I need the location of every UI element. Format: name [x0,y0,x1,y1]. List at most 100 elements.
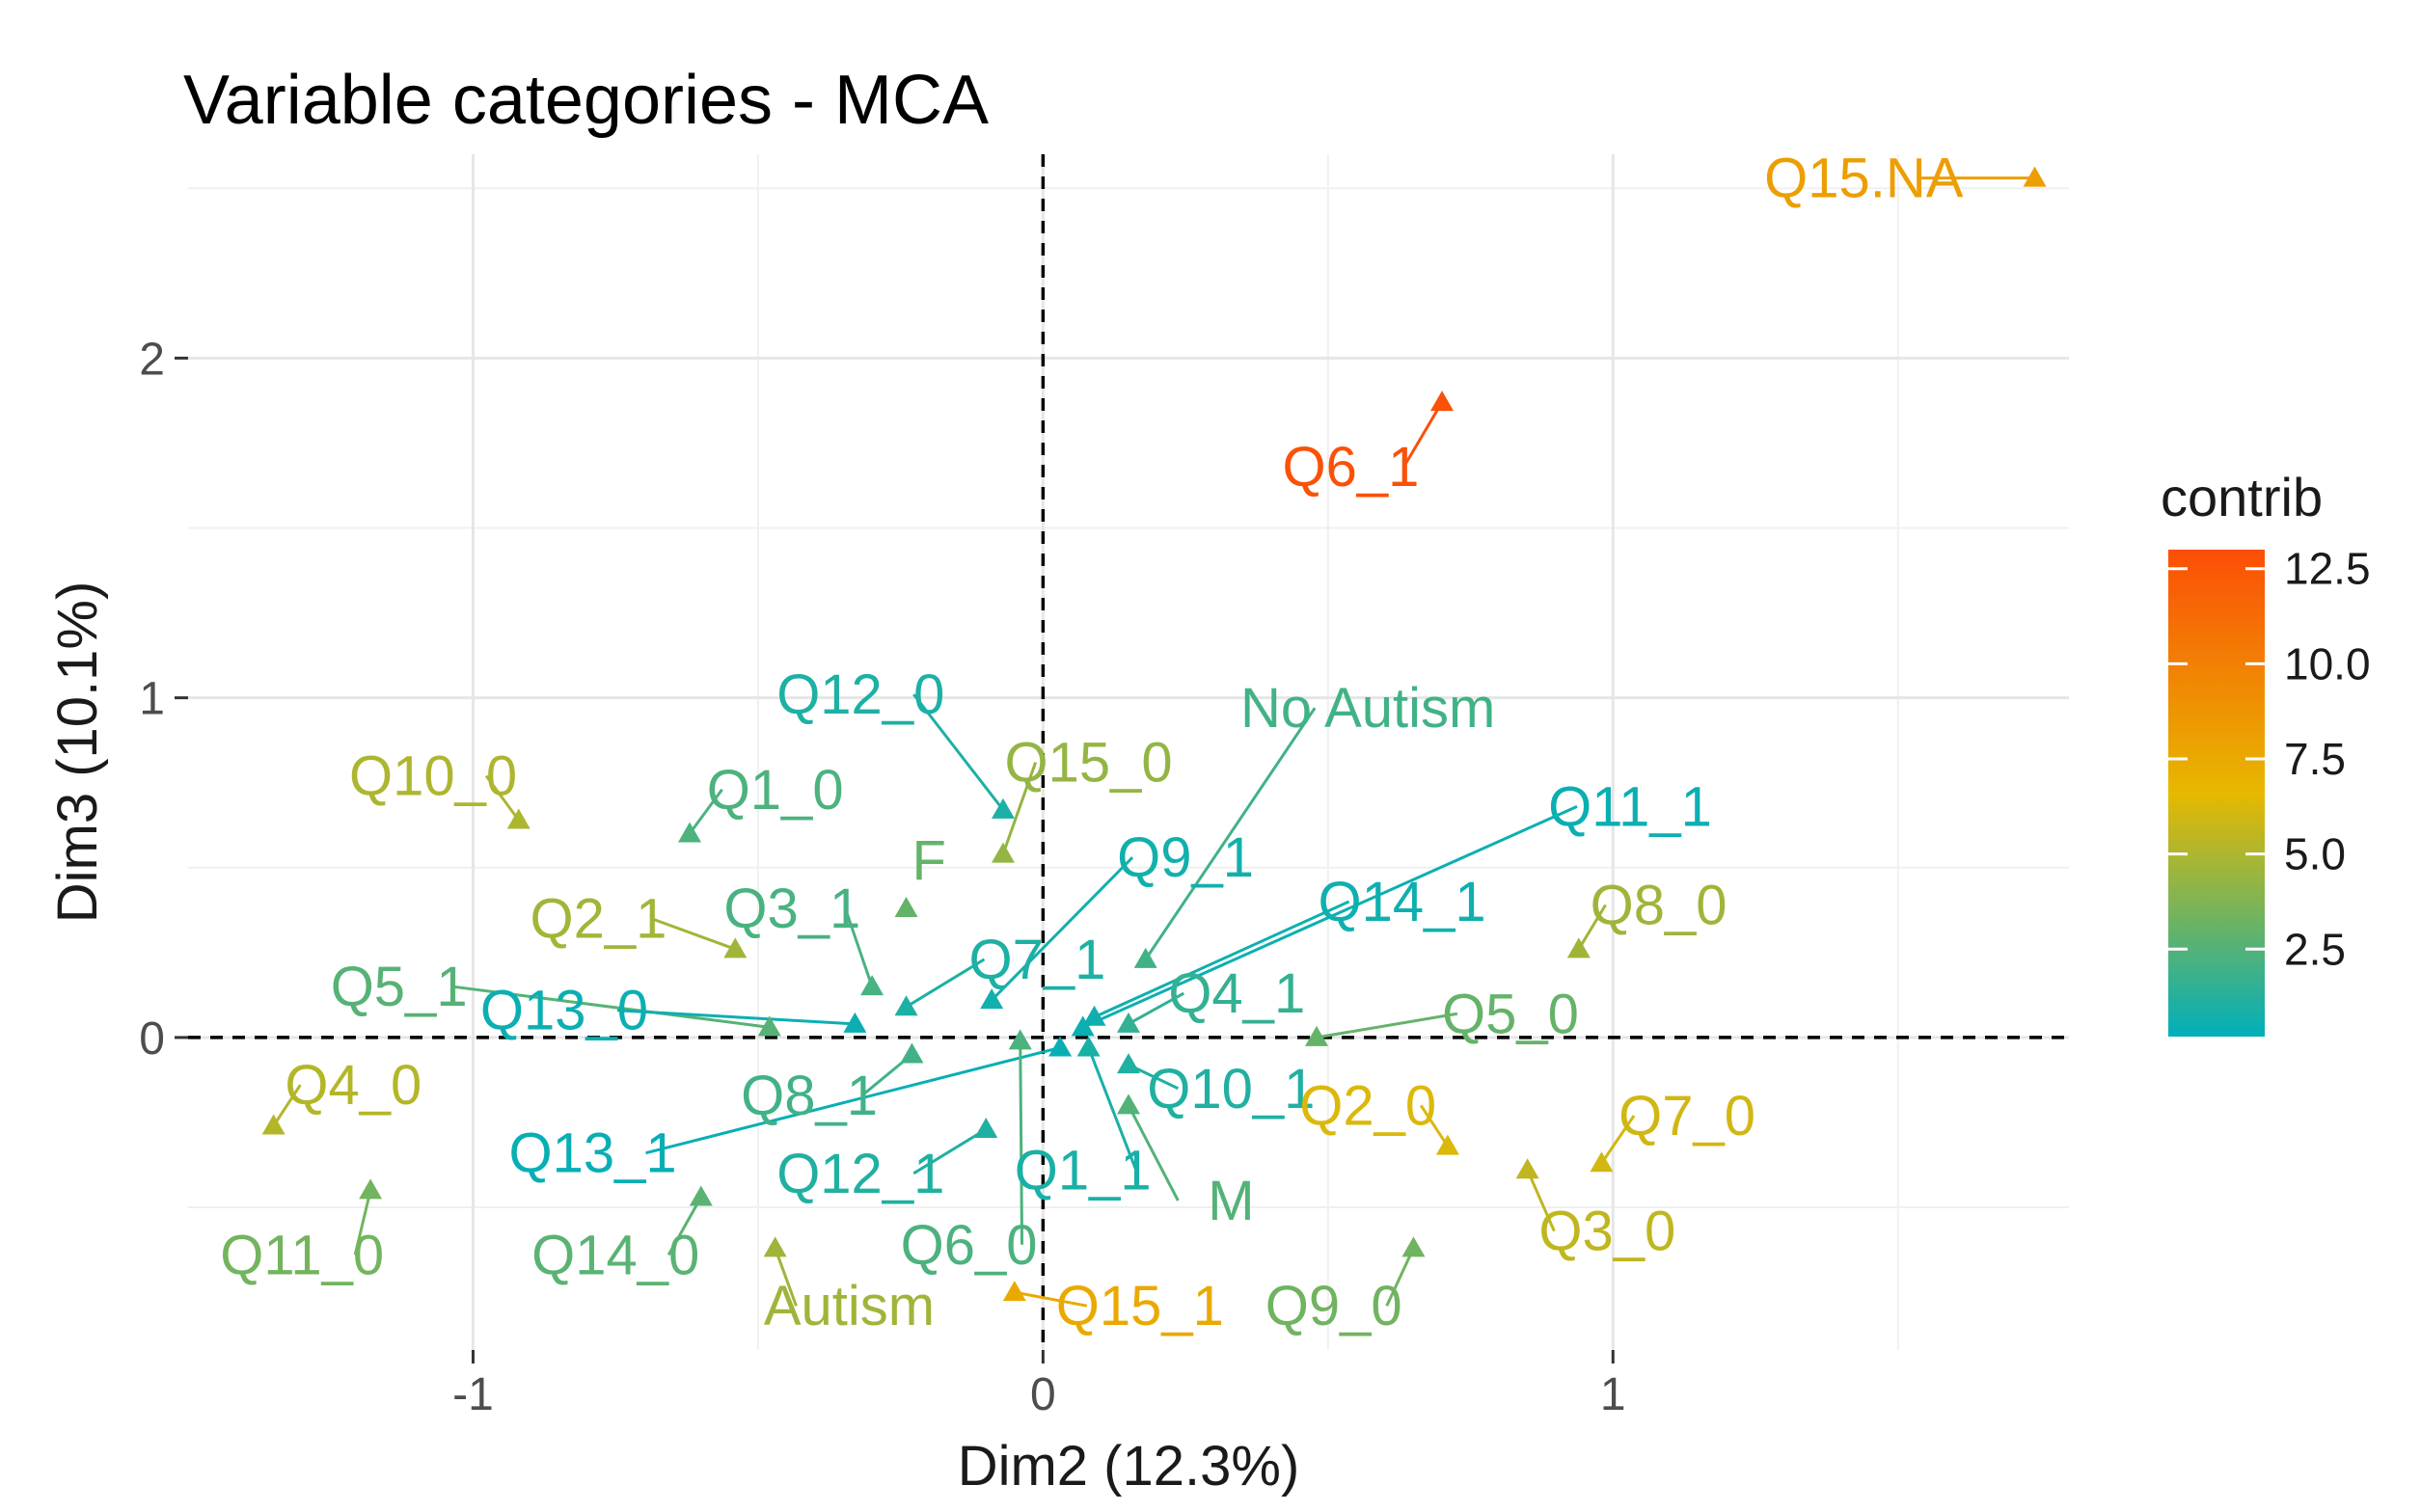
label-connector [1082,804,1578,1029]
contrib-legend: contrib 2.5 5.0 7.5 10.0 12.5 [2161,467,2371,1037]
category-label: Q8_0 [1591,875,1727,937]
label-connector [774,1247,798,1307]
data-points [261,166,2047,1302]
category-point [2023,166,2047,187]
category-point [506,808,530,829]
category-label: Q1_0 [707,759,844,822]
label-connector [991,856,1134,1002]
category-label: Q15.NA [1764,148,1964,210]
category-point [1435,1134,1459,1155]
category-label: Q4_0 [285,1054,422,1117]
label-connector [353,1190,372,1256]
category-label: No Autism [1240,677,1495,740]
category-label: Q14_1 [1319,871,1486,933]
category-label: Q7_1 [969,929,1106,991]
category-label: Q11_1 [1548,775,1712,838]
category-label: Q6_0 [901,1214,1038,1277]
category-point [757,1015,781,1037]
category-point [900,1042,924,1064]
category-label: M [1208,1170,1254,1232]
label-connector [616,1009,856,1026]
label-connector [484,774,520,822]
x-axis-title: Dim2 (12.3%) [958,1435,1300,1498]
category-point [992,797,1015,819]
category-point [359,1178,383,1200]
label-connector [1402,401,1444,468]
x-tick-label: 0 [1030,1369,1056,1420]
category-point [1590,1151,1614,1173]
category-label: Q9_0 [1265,1275,1402,1337]
category-label: Q9_1 [1117,826,1254,889]
category-point [689,1185,713,1206]
category-point [1048,1036,1073,1057]
category-label: F [911,830,945,893]
label-connector [905,958,986,1009]
chart-title: Variable categories - MCA [183,62,989,139]
category-label: Q6_1 [1283,436,1420,499]
legend-tick-label: 7.5 [2284,734,2346,784]
category-point [1071,1015,1095,1037]
label-connector [912,693,1005,811]
label-connector [1600,1115,1636,1165]
legend-tick-label: 10.0 [2284,638,2371,688]
category-label: Q15_0 [1005,732,1173,795]
category-point [974,1118,998,1139]
label-connector [1128,991,1184,1026]
category-label: Q2_0 [1299,1074,1436,1137]
category-point [992,842,1015,863]
category-label: Q8_1 [741,1065,878,1127]
category-label: Q1_1 [1015,1139,1152,1202]
y-tick-label: 0 [139,1013,165,1065]
category-point [1002,1281,1026,1302]
category-label: Q3_0 [1538,1201,1675,1263]
label-connector [843,907,874,987]
category-label: Q11_0 [220,1224,384,1286]
category-point [1515,1158,1539,1179]
legend-tick-label: 5.0 [2284,829,2346,879]
category-point [1117,1094,1140,1115]
category-point [678,822,701,843]
label-connector [272,1084,302,1127]
category-point [1401,1236,1426,1257]
label-connector [451,985,770,1029]
legend-colorbar [2168,550,2265,1037]
category-point [1430,391,1454,412]
category-point [1117,1053,1140,1074]
category-label: Q7_0 [1619,1085,1755,1148]
category-label: Q10_1 [1147,1058,1315,1120]
category-label: Q2_1 [530,888,667,951]
label-connector [1087,1046,1138,1171]
label-connector [1019,1040,1024,1245]
axes: -1 0 1 0 1 2 [139,154,2069,1420]
category-point [1133,947,1157,968]
label-connector [1001,762,1038,855]
category-point [1008,1029,1032,1050]
category-point [894,897,918,918]
category-point [1566,937,1591,958]
label-connectors [272,176,2035,1308]
category-label: Q5_1 [331,956,468,1018]
category-point [980,988,1004,1010]
category-point [763,1236,787,1257]
category-point [723,937,748,958]
category-label: Q12_1 [776,1143,944,1205]
y-tick-label: 1 [139,674,165,725]
label-connector [1419,1104,1450,1148]
label-connector [1577,904,1607,951]
label-connector [645,1046,1061,1155]
category-label: Q13_1 [508,1122,676,1185]
category-point [843,1012,867,1033]
label-connector [1127,1104,1180,1202]
label-connector [1093,900,1350,1019]
category-label: Autism [764,1275,935,1337]
x-tick-label: 1 [1600,1369,1626,1420]
label-connector [1316,1012,1458,1040]
y-tick-label: 2 [139,334,165,385]
category-label: Q10_0 [349,745,517,808]
category-label: Q5_0 [1442,983,1579,1045]
category-label: Q15_1 [1056,1275,1224,1337]
legend-tick-label: 12.5 [2284,544,2371,594]
y-axis-title: Dim3 (10.1%) [46,581,109,924]
